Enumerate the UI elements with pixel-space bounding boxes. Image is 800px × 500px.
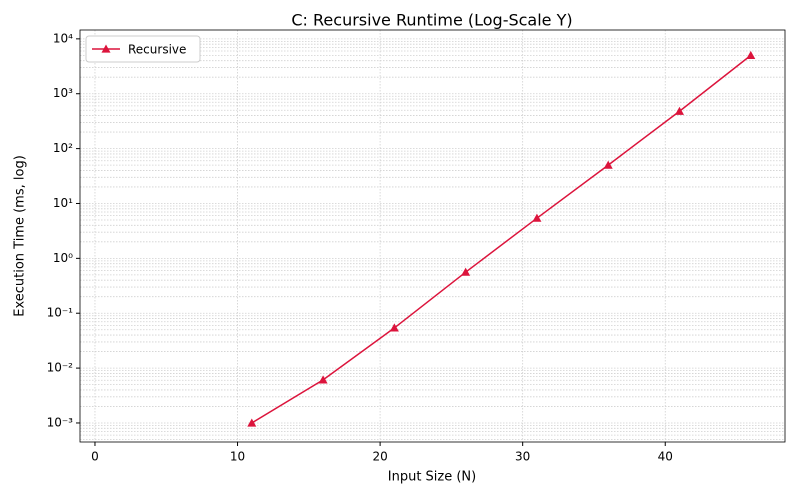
data-point: [389, 323, 399, 332]
y-tick-label: 10⁻¹: [47, 306, 74, 320]
x-tick-label: 20: [372, 450, 387, 464]
data-point: [318, 375, 328, 384]
x-axis-label: Input Size (N): [388, 470, 476, 485]
y-tick-label: 10⁰: [53, 251, 73, 265]
x-tick-label: 30: [515, 450, 530, 464]
legend-label: Recursive: [128, 43, 186, 57]
y-tick-label: 10³: [53, 86, 73, 100]
y-axis-label: Execution Time (ms, log): [13, 155, 28, 317]
legend-marker: [101, 44, 111, 53]
data-point: [746, 50, 756, 59]
data-point: [674, 106, 684, 115]
x-tick-label: 0: [91, 450, 99, 464]
y-tick-label: 10⁻²: [47, 361, 74, 375]
y-tick-label: 10¹: [53, 196, 73, 210]
y-tick-label: 10⁻³: [47, 415, 74, 429]
chart-title: C: Recursive Runtime (Log-Scale Y): [291, 11, 572, 30]
data-point: [247, 418, 257, 427]
plot-frame: [79, 29, 786, 443]
x-tick-label: 10: [230, 450, 245, 464]
legend-box: [85, 35, 201, 63]
x-tick-label: 40: [658, 450, 673, 464]
data-point: [461, 267, 471, 276]
data-point: [532, 213, 542, 222]
y-tick-label: 10²: [53, 141, 73, 155]
data-point: [603, 160, 613, 169]
series-line: [251, 54, 752, 424]
y-tick-label: 10⁴: [53, 31, 73, 45]
